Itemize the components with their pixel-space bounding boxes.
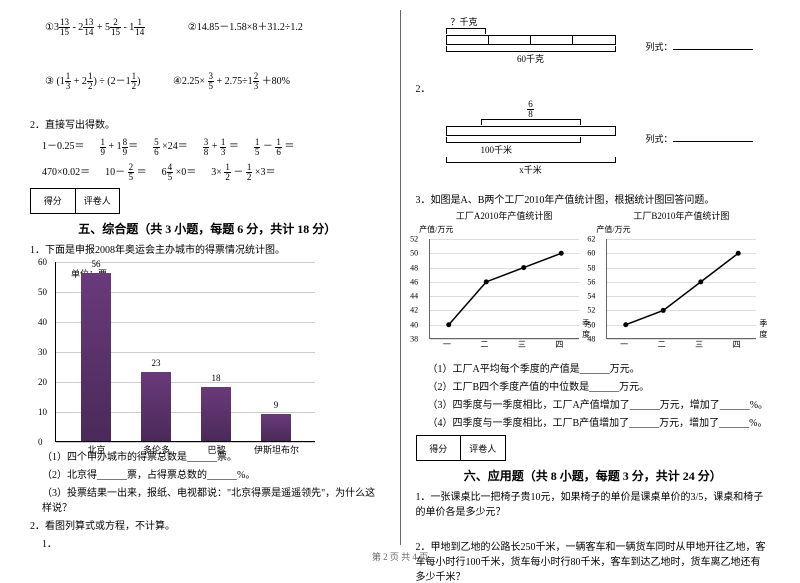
section-6-title: 六、应用题（共 8 小题，每题 3 分，共计 24 分） — [416, 467, 771, 484]
math-expr-row1: ①31315 - 21314 + 5215 - 1114 ②14.85－1.58… — [45, 18, 385, 37]
section-5-title: 五、综合题（共 3 小题，每题 6 分，共计 18 分） — [30, 220, 385, 237]
q3-sub3: （3）四季度与一季度相比，工厂A产值增加了______万元，增加了______%… — [428, 396, 771, 411]
diagram-2: 68 100千米 x千米 列式： — [446, 100, 771, 176]
q5-1-sub2: （2）北京得______票，占得票总数的______%。 — [42, 466, 385, 481]
vote-bar-chart: 0102030405060单位：票56北京23多伦多18巴黎9伊斯坦布尔 — [55, 262, 315, 442]
q5-2: 2．看图列算式或方程，不计算。 — [30, 517, 385, 532]
left-column: ①31315 - 21314 + 5215 - 1114 ②14.85－1.58… — [20, 10, 395, 545]
q3-sub4: （4）四季度与一季度相比，工厂B产值增加了______万元，增加了______%… — [428, 414, 771, 429]
q3-sub1: （1）工厂A平均每个季度的产值是______万元。 — [428, 360, 771, 375]
q3-sub2: （2）工厂B四个季度产值的中位数是______万元。 — [428, 378, 771, 393]
column-divider — [400, 10, 401, 545]
diagram-1: ？千克 60千克 列式： — [446, 15, 771, 65]
q5-1: 1．下面是申报2008年奥运会主办城市的得票情况统计图。 — [30, 241, 385, 256]
q6-1: 1．一张课桌比一把椅子贵10元，如果椅子的单价是课桌单价的3/5，课桌和椅子的单… — [416, 488, 771, 518]
page-footer: 第 2 页 共 4 页 — [0, 550, 800, 563]
q3-title: 3．如图是A、B两个工厂2010年产值统计图，根据统计图回答问题。 — [416, 191, 771, 206]
score-box-5: 得分 评卷人 — [30, 188, 120, 214]
q5-2-1: 1． — [42, 535, 385, 550]
score-box-6: 得分 评卷人 — [416, 435, 506, 461]
q2-title: 2．直接写出得数。 — [30, 116, 385, 131]
line-charts: 工厂A2010年产值统计图 产值/万元 3840424446485052一二三四… — [416, 209, 771, 357]
calc-row1: 1－0.25＝ 19 + 189＝ 56 ×24＝ 38 + 13 ＝ 15 －… — [42, 137, 385, 156]
right-column: ？千克 60千克 列式： 2． — [406, 10, 781, 545]
calc-row2: 470×0.02＝ 10－ 25 ＝ 645 ×0＝ 3× 12 － 12 ×3… — [42, 163, 385, 182]
math-expr-row2: ③ (113 + 212) ÷ (2－112) ④2.25× 35 + 2.75… — [45, 72, 385, 91]
q5-1-sub3: （3）投票结果一出来，报纸、电视都说："北京得票是遥遥领先"，为什么这样说？ — [42, 484, 385, 514]
q5-2-2: 2． — [416, 80, 771, 95]
